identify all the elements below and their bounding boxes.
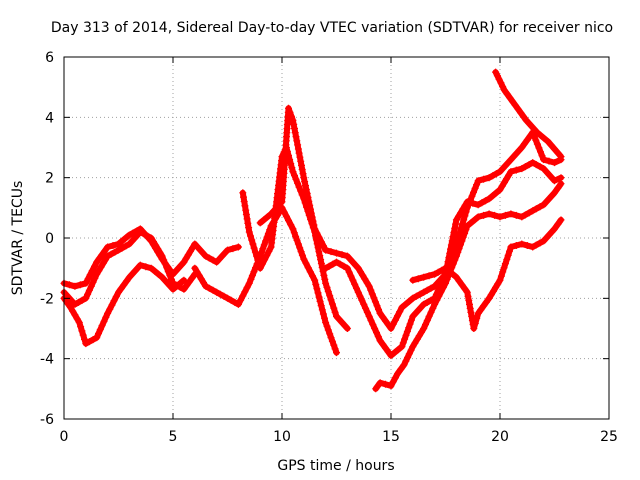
x-axis-title: GPS time / hours <box>277 458 394 474</box>
series-track-9 <box>409 216 565 332</box>
y-tick-label: -6 <box>40 412 54 428</box>
series-track-8 <box>372 180 565 393</box>
x-tick-label: 20 <box>491 429 509 445</box>
y-tick-label: -4 <box>40 352 54 368</box>
x-tick-label: 0 <box>60 429 69 445</box>
series-markers <box>239 144 351 332</box>
series-track-10 <box>492 68 565 161</box>
x-tick-label: 15 <box>382 429 400 445</box>
axis-ticks: 0 5 10 15 20 25 -6 -4 -2 0 2 4 6 <box>40 50 618 445</box>
series-markers <box>492 68 565 161</box>
y-axis-title: SDTVAR / TECUs <box>10 181 26 296</box>
y-tick-label: 4 <box>45 110 54 126</box>
x-tick-label: 25 <box>600 429 618 445</box>
series-track-7 <box>322 159 565 360</box>
series-markers <box>409 216 565 332</box>
series-markers <box>372 180 565 393</box>
series-track-5 <box>239 144 351 332</box>
y-tick-label: 6 <box>45 50 54 66</box>
y-tick-label: 2 <box>45 171 54 187</box>
y-tick-label: -2 <box>40 291 54 307</box>
y-tick-label: 0 <box>45 231 54 247</box>
x-tick-label: 10 <box>273 429 291 445</box>
grid-lines <box>64 57 609 419</box>
x-tick-label: 5 <box>169 429 178 445</box>
chart-title: Day 313 of 2014, Sidereal Day-to-day VTE… <box>51 20 613 36</box>
